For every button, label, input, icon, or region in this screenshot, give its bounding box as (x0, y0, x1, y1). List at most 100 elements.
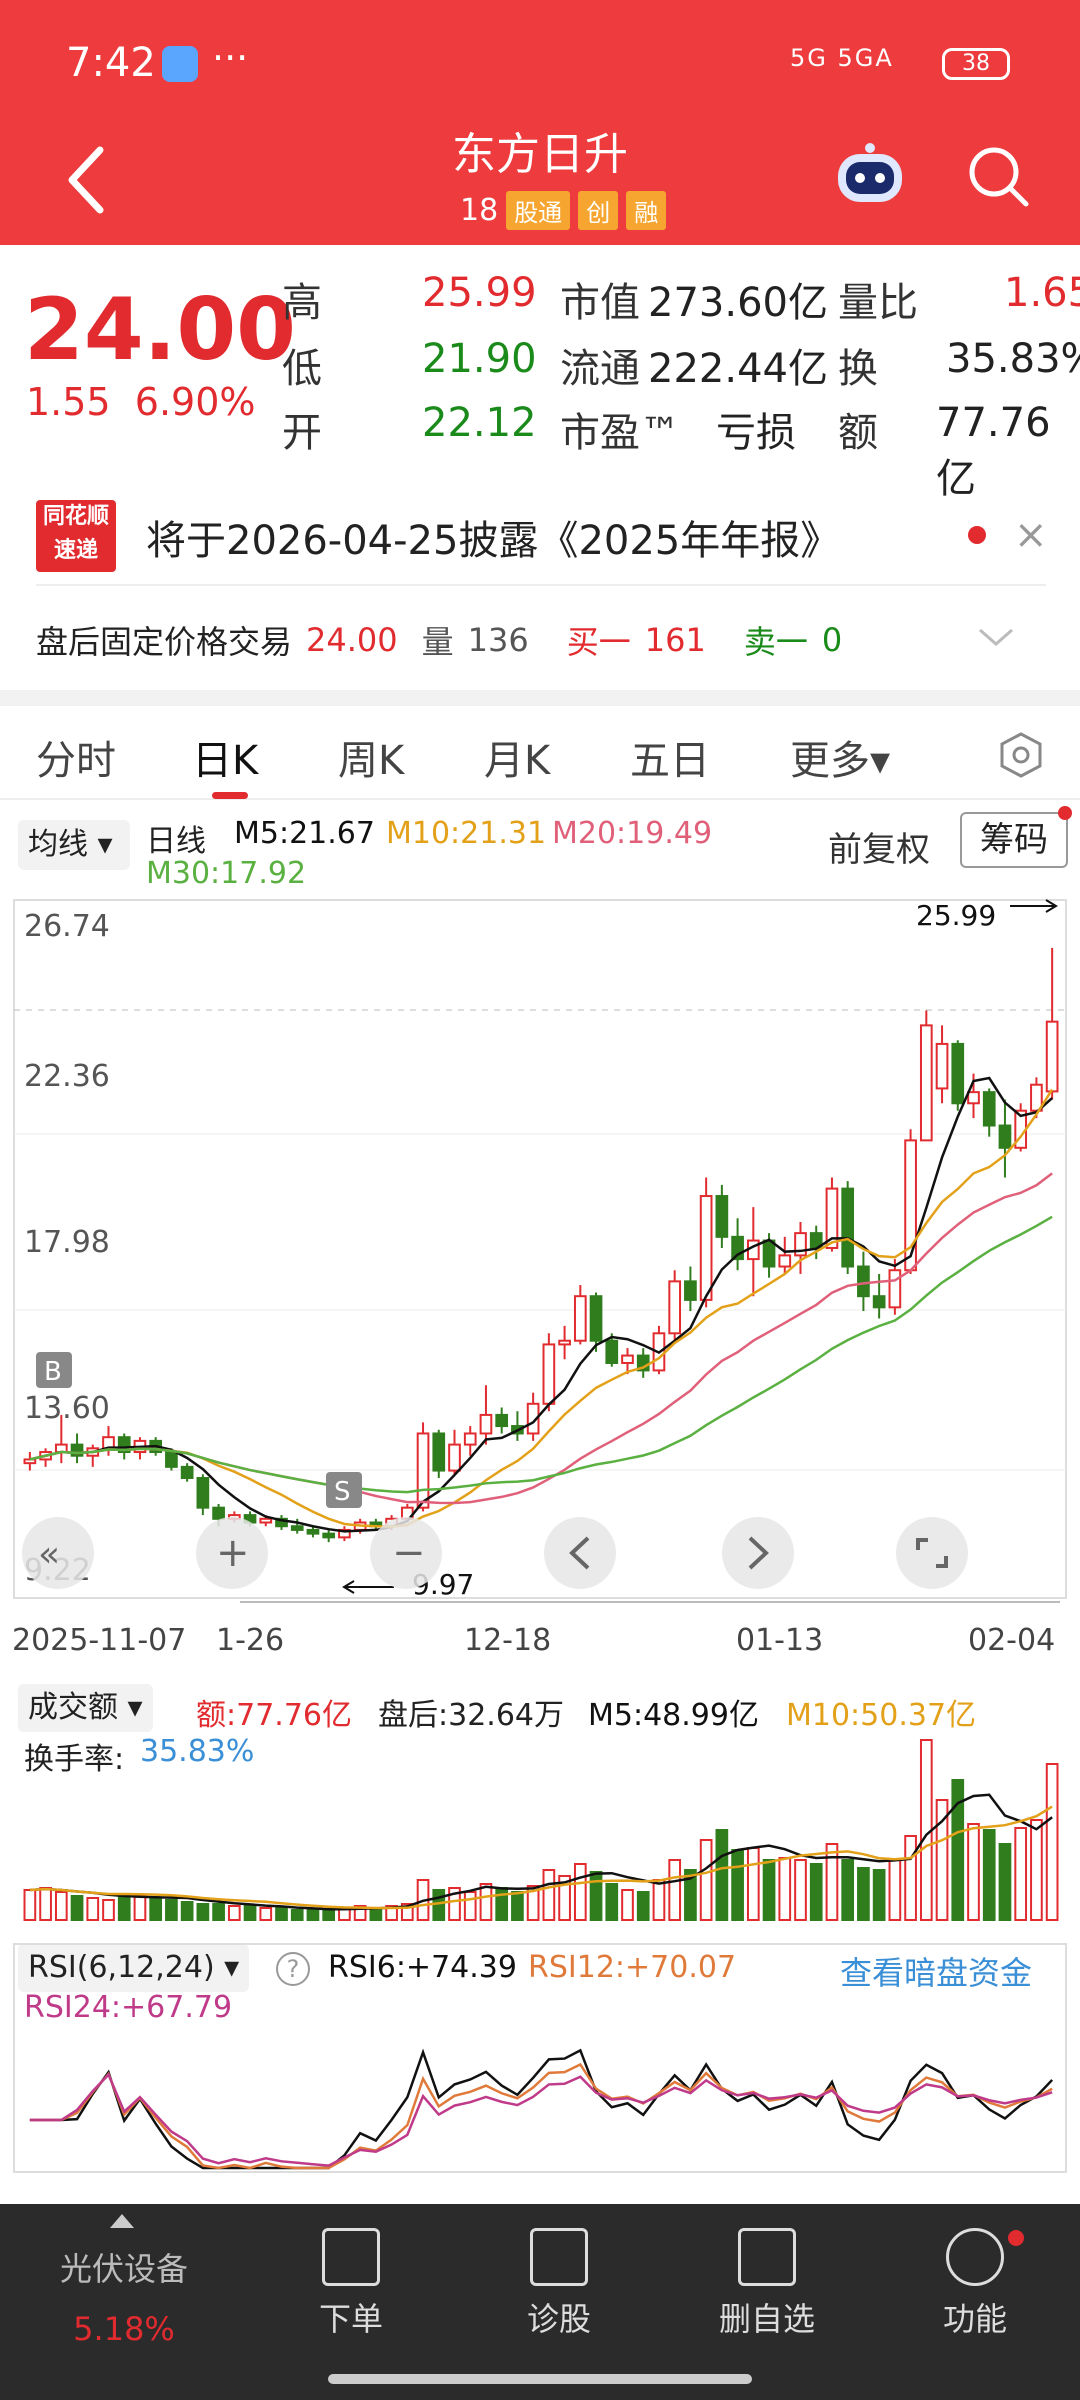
candle (668, 1280, 682, 1335)
volume-bar (432, 1889, 446, 1921)
volume-ma10-line (29, 1805, 1053, 1910)
after-hours-trading[interactable]: 盘后固定价格交易 24.00 量 136 买一 161 卖一 0 (36, 612, 1046, 668)
volume-bar (306, 1909, 320, 1921)
settings-icon[interactable] (996, 730, 1046, 780)
chevron-up-icon[interactable] (110, 2214, 134, 2228)
robot-assistant-icon[interactable] (830, 140, 910, 210)
volume-bar (573, 1863, 587, 1921)
active-tab-indicator (212, 792, 248, 799)
nav-remove-watchlist[interactable]: 删自选 (702, 2228, 832, 2340)
zoom-in-control[interactable]: + (196, 1517, 268, 1589)
turnover-label: 换手率: (24, 1742, 125, 1777)
close-icon[interactable]: × (1014, 512, 1048, 558)
change-percent: 6.90% (134, 380, 256, 424)
dark-pool-link[interactable]: 查看暗盘资金 (840, 1954, 1033, 1992)
value-high: 25.99 (422, 270, 537, 316)
adjust-mode[interactable]: 前复权 (828, 830, 930, 870)
chevron-down-icon[interactable] (976, 622, 1016, 652)
tag-connect: 股通 (506, 190, 571, 230)
help-icon[interactable]: ? (276, 1952, 310, 1986)
x-tick-5: 02-04 (968, 1623, 1055, 1658)
volume-selector[interactable]: 成交额 ▾ (18, 1684, 153, 1732)
stock-name: 东方日升 (452, 129, 628, 180)
volume-bar (967, 1823, 980, 1921)
home-indicator[interactable] (328, 2374, 752, 2384)
period-label: 日线 (146, 824, 206, 859)
ma10-label: M10:21.31 (386, 816, 547, 851)
volume-bar (699, 1839, 713, 1921)
turnover-value: 35.83% (140, 1734, 255, 1769)
tab-five-day[interactable]: 五日 (630, 738, 710, 784)
volume-bar (275, 1907, 288, 1921)
y-tick-13.60: 13.60 (24, 1391, 110, 1426)
back-icon[interactable] (60, 140, 112, 220)
volume-bar (762, 1859, 776, 1921)
volume-bar (290, 1909, 304, 1921)
candle (982, 1091, 996, 1127)
report-notice[interactable]: 同花顺 速递 将于2026-04-25披露《2025年年报》 × (36, 496, 1048, 586)
chips-button[interactable]: 筹码 (960, 812, 1068, 868)
volume-bar (998, 1843, 1012, 1921)
volume-bar (558, 1875, 571, 1921)
tab-intraday[interactable]: 分时 (36, 738, 116, 784)
zoom-minus-control[interactable]: − (370, 1517, 442, 1589)
tab-weekly-k[interactable]: 周K (338, 738, 405, 784)
candle (857, 1265, 870, 1298)
search-icon[interactable] (966, 144, 1030, 208)
nav-order-label: 下单 (318, 2300, 383, 2338)
kline-chart[interactable]: 26.74 22.36 17.98 13.60 9.22 25.99 9.97 … (0, 890, 1080, 1710)
volume-bar (133, 1895, 147, 1921)
candle (479, 1413, 493, 1435)
volume-bar (731, 1849, 744, 1921)
candle (290, 1525, 304, 1531)
candle (180, 1465, 194, 1479)
volume-bar (39, 1887, 52, 1921)
nav-functions[interactable]: 功能 (910, 2228, 1040, 2340)
after-hours-label: 盘后固定价格交易 (36, 623, 293, 661)
scroll-left-control[interactable] (544, 1517, 616, 1589)
candle (573, 1295, 587, 1342)
volume-bar (542, 1869, 556, 1921)
volume-bar (479, 1883, 493, 1921)
volume-bar (196, 1903, 210, 1921)
tab-daily-k[interactable]: 日K (192, 738, 259, 784)
volume-bar (86, 1897, 100, 1921)
diagnose-icon (530, 2228, 588, 2286)
volume-chart (23, 1739, 1059, 1921)
current-price: 24.00 (24, 280, 297, 380)
y-tick-22.36: 22.36 (24, 1059, 110, 1094)
buy-marker (36, 1352, 72, 1388)
volume-bar (511, 1891, 524, 1921)
rsi24-line (29, 2072, 1053, 2167)
ma30-line (29, 1215, 1053, 1494)
tab-more[interactable]: 更多▾ (790, 738, 891, 784)
zoom-out-control[interactable]: « (22, 1517, 94, 1589)
volume-bar (385, 1905, 398, 1921)
rsi-selector[interactable]: RSI(6,12,24) ▾ (18, 1944, 250, 1992)
nav-diagnose[interactable]: 诊股 (494, 2228, 624, 2340)
chips-badge-dot (1058, 806, 1072, 820)
volume-bar (904, 1835, 917, 1921)
tab-monthly-k[interactable]: 月K (484, 738, 551, 784)
volume-bar (70, 1895, 84, 1921)
value-open: 22.12 (422, 400, 537, 446)
chart-period-tabs: 分时 日K 周K 月K 五日 更多▾ (0, 710, 1080, 800)
volume-bar (117, 1893, 131, 1921)
sell1-value: 0 (821, 621, 843, 659)
menu-icon (946, 2228, 1004, 2286)
volume-bar (1030, 1819, 1043, 1921)
x-tick-start: 2025-11-07 (12, 1623, 186, 1658)
volume-bar (794, 1859, 807, 1921)
sector-name[interactable]: 光伏设备 (59, 2250, 188, 2288)
volume-bar (448, 1887, 461, 1921)
scroll-right-control[interactable] (722, 1517, 794, 1589)
candle (23, 1458, 37, 1465)
volume-bar (636, 1891, 650, 1921)
volume-after-hours: 盘后:32.64万 (378, 1698, 564, 1733)
label-float-cap: 流通 (560, 346, 640, 392)
fullscreen-control[interactable] (896, 1517, 968, 1589)
candle (526, 1402, 540, 1435)
y-tick-26.74: 26.74 (24, 909, 110, 944)
ma-selector[interactable]: 均线 ▾ (18, 820, 130, 870)
nav-order[interactable]: 下单 (286, 2228, 416, 2340)
